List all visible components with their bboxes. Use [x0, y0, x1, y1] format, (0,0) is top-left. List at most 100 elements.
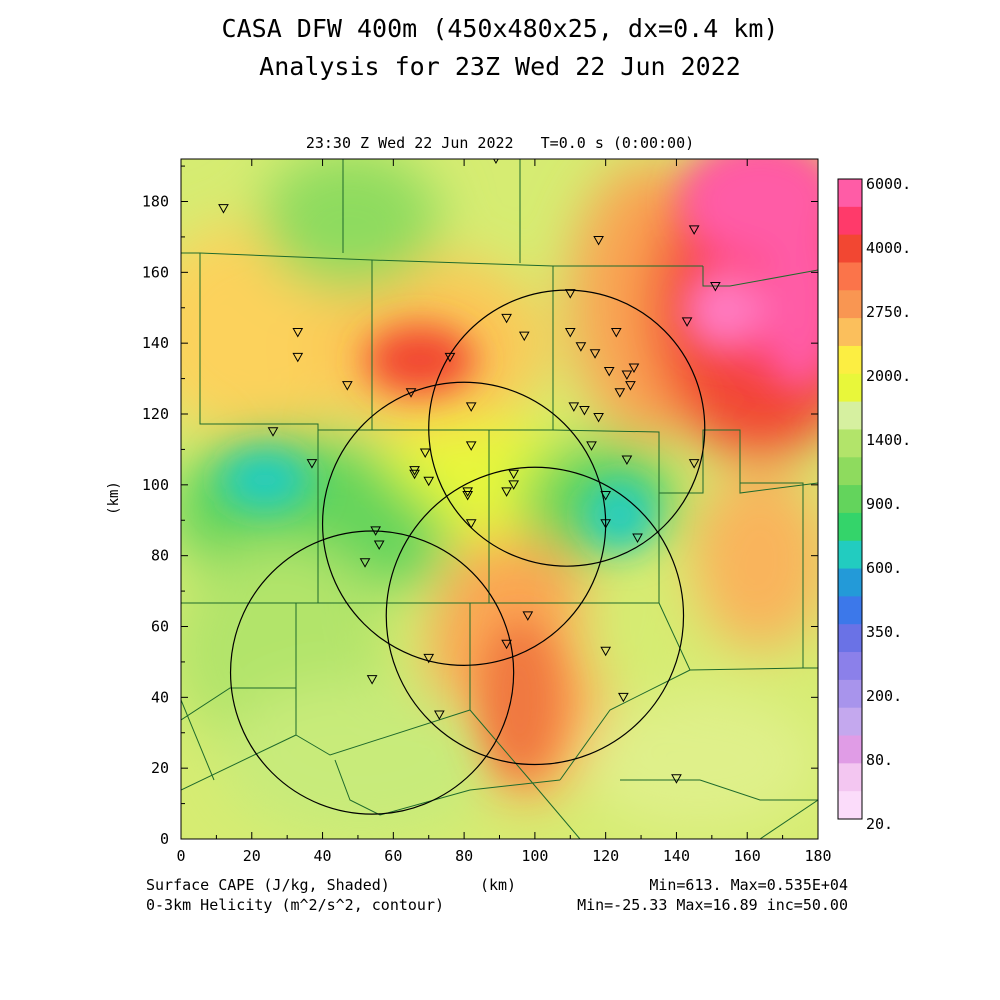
station-marker: [508, 480, 520, 490]
station-marker: [688, 459, 700, 469]
station-marker: [366, 675, 378, 685]
map-title: CASA DFW 400m (450x480x25, dx=0.4 km): [221, 14, 779, 43]
y-tick-label: 40: [151, 688, 169, 706]
legend-swatch: [838, 707, 862, 737]
station-marker: [405, 388, 417, 398]
station-marker: [621, 455, 633, 466]
station-marker: [465, 402, 477, 412]
station-marker: [710, 282, 721, 292]
station-marker: [341, 381, 353, 391]
station-marker: [568, 402, 580, 412]
station-marker: [518, 331, 530, 342]
x-axis: 0 20 40 60 80 100 120 140 160 180: [176, 159, 832, 865]
legend-label: 200.: [866, 687, 902, 705]
cape-shaded-field: [181, 159, 818, 839]
station-marker: [586, 441, 597, 451]
station-marker: [306, 459, 318, 469]
station-marker: [632, 533, 643, 543]
cape-color-legend: 6000. 4000. 2750. 2000. 1400. 900. 600. 350. 200…: [837, 175, 911, 833]
station-marker: [575, 342, 587, 352]
station-marker: [593, 235, 604, 246]
legend-label: 2000.: [866, 367, 911, 385]
radar-ring-4: [229, 530, 515, 815]
station-marker: [593, 413, 604, 423]
x-tick-label: 120: [592, 847, 619, 865]
y-tick-label: 60: [151, 618, 169, 636]
x-axis-label: (km): [480, 876, 516, 894]
station-marker: [603, 367, 615, 377]
legend-swatch: [838, 206, 862, 236]
station-marker: [688, 225, 700, 235]
shaded-min-max: Min=613. Max=0.535E+04: [649, 876, 848, 894]
station-marker: [370, 526, 381, 536]
station-marker: [419, 448, 431, 458]
radar-ring-3: [385, 466, 685, 766]
station-marker: [625, 381, 636, 391]
station-marker: [508, 469, 520, 480]
legend-label: 900.: [866, 495, 902, 513]
y-tick-label: 100: [142, 476, 169, 494]
station-marker: [618, 692, 629, 703]
legend-label: 4000.: [866, 239, 911, 257]
station-marker: [409, 469, 420, 480]
county-boundaries: [181, 159, 818, 839]
x-tick-label: 160: [734, 847, 761, 865]
station-marker: [444, 352, 456, 363]
station-marker: [600, 519, 612, 529]
station-marker: [218, 204, 229, 214]
legend-swatch: [838, 373, 862, 403]
station-marker: [373, 540, 385, 551]
legend-swatch: [838, 540, 862, 570]
valid-time-label: 23:30 Z Wed 22 Jun 2022 T=0.0 s (0:00:00…: [305, 134, 695, 152]
legend-label: 600.: [866, 559, 902, 577]
legend-swatch: [838, 485, 862, 514]
station-marker: [614, 388, 626, 398]
legend-label: 80.: [866, 751, 893, 769]
radar-range-rings: [229, 289, 706, 815]
legend-swatch: [838, 596, 862, 625]
station-marker: [359, 558, 371, 568]
station-marker: [501, 313, 512, 324]
legend-frame: [837, 178, 863, 820]
station-marker: [628, 363, 640, 373]
legend-swatch: [838, 262, 862, 291]
legend-swatch: [838, 735, 862, 764]
station-markers: [218, 159, 721, 784]
station-marker: [522, 611, 534, 621]
legend-swatch: [838, 290, 862, 319]
contour-field-label: 0-3km Helicity (m^2/s^2, contour): [146, 896, 444, 914]
y-tick-label: 140: [142, 334, 169, 352]
legend-swatch: [838, 763, 862, 792]
legend-label: 350.: [866, 623, 902, 641]
legend-swatch: [838, 401, 862, 430]
station-marker: [292, 328, 304, 338]
shaded-field-label: Surface CAPE (J/kg, Shaded): [146, 876, 390, 894]
station-marker: [501, 487, 512, 497]
x-tick-label: 100: [521, 847, 548, 865]
station-marker: [433, 710, 445, 721]
station-marker: [501, 639, 512, 650]
legend-label: 2750.: [866, 303, 911, 321]
legend-swatch: [838, 652, 862, 681]
legend-label: 20.: [866, 815, 893, 833]
station-marker: [621, 370, 633, 381]
y-tick-label: 180: [142, 193, 169, 211]
legend-label: 1400.: [866, 431, 911, 449]
station-marker: [600, 490, 612, 501]
legend-swatch: [838, 512, 862, 542]
radar-ring-1: [428, 289, 706, 567]
station-marker: [465, 441, 477, 451]
station-marker: [564, 289, 576, 299]
y-tick-label: 160: [142, 263, 169, 281]
station-marker: [579, 405, 590, 416]
legend-swatch: [838, 568, 862, 597]
x-tick-label: 80: [455, 847, 473, 865]
station-marker: [267, 427, 279, 437]
station-marker: [564, 328, 576, 338]
station-marker: [465, 519, 477, 529]
y-tick-label: 20: [151, 759, 169, 777]
y-tick-label: 120: [142, 405, 169, 423]
x-tick-label: 0: [176, 847, 185, 865]
legend-swatch: [838, 234, 862, 263]
